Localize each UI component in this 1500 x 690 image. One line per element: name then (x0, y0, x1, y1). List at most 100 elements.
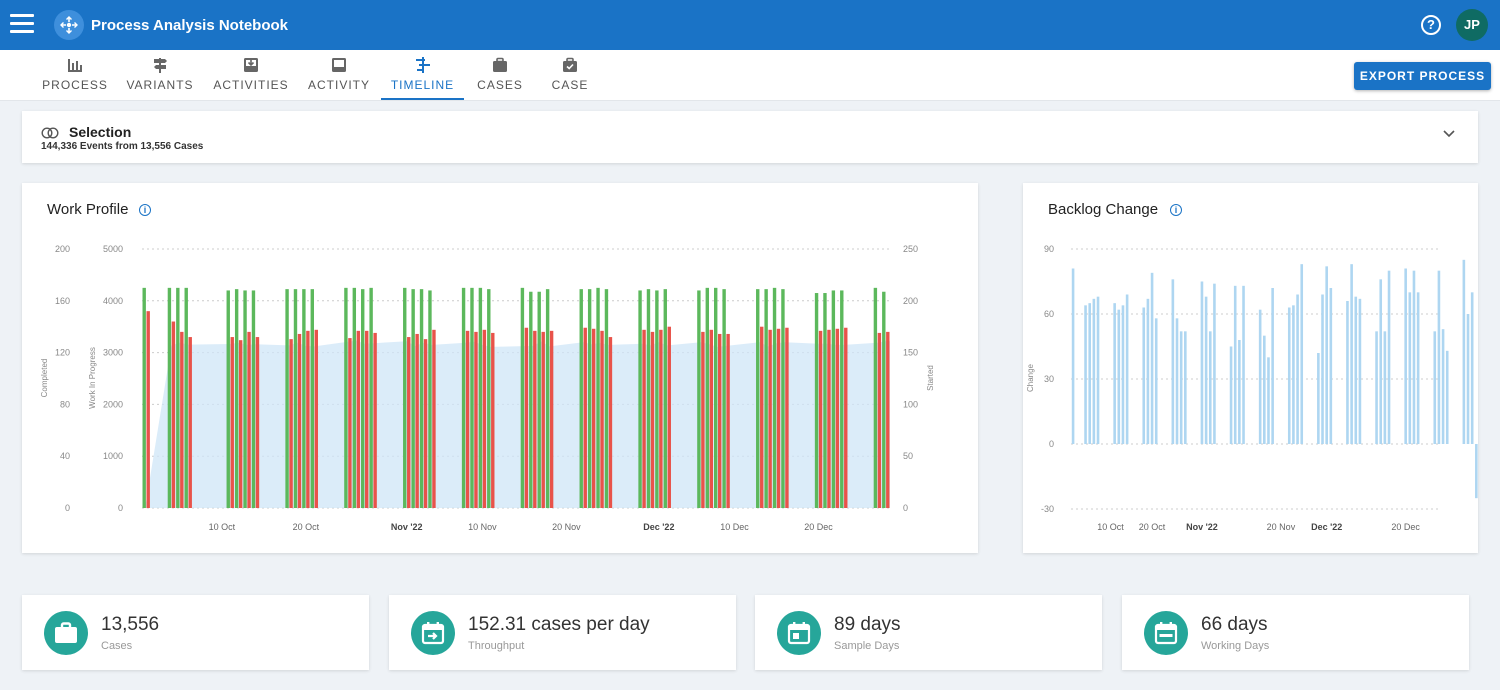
tab-label: TIMELINE (390, 78, 455, 92)
tab-process[interactable]: PROCESS (40, 50, 110, 100)
completed-bar (167, 287, 172, 508)
started-bar (583, 327, 587, 508)
backlog-change-chart: -30 0 30 60 90 Change 10 Oct 20 Oct Nov '22 20 No… (1026, 244, 1478, 532)
completed-bar (596, 287, 600, 508)
selection-title: Selection (69, 124, 132, 140)
started-bar (255, 337, 260, 508)
started-bar (373, 332, 377, 508)
help-icon[interactable]: ? (1421, 15, 1441, 35)
completed-bar (184, 287, 188, 508)
started-tick-label: 0 (903, 503, 908, 513)
completed-bar (529, 291, 533, 508)
backlog-bar (1113, 303, 1116, 444)
completed-bar (714, 287, 718, 508)
tab-cases[interactable]: CASES (474, 50, 526, 100)
backlog-bar (1154, 318, 1158, 444)
backlog-bar (1175, 318, 1179, 444)
started-bar (818, 330, 823, 508)
menu-icon[interactable] (10, 14, 34, 36)
tab-case[interactable]: CASE (546, 50, 594, 100)
backlog-bar (1238, 340, 1241, 444)
started-tick-label: 50 (903, 451, 913, 461)
started-bar (171, 321, 176, 508)
started-bar (877, 332, 882, 508)
completed-bar (411, 289, 415, 508)
stat-value: 89 days (834, 614, 901, 635)
y-tick-label: 90 (1044, 244, 1054, 254)
started-axis-label: Started (926, 365, 935, 391)
completed-bar (697, 290, 701, 508)
started-bar (474, 331, 478, 508)
venn-filter-icon (41, 127, 59, 139)
backlog-bar (1229, 346, 1233, 444)
backlog-bar (1470, 292, 1474, 444)
stat-label: Sample Days (834, 640, 900, 652)
started-bar (768, 329, 772, 508)
completed-bar (142, 287, 146, 508)
x-tick-label: Nov '22 (391, 522, 423, 532)
info-icon[interactable]: i (1170, 204, 1182, 216)
selection-panel[interactable]: Selection 144,336 Events from 13,556 Cas… (22, 111, 1478, 163)
completed-bar (764, 289, 768, 508)
stat-label: Throughput (468, 640, 525, 652)
tab-activities[interactable]: ACTIVITIES (212, 50, 290, 100)
x-tick-label: 20 Dec (1391, 522, 1420, 532)
completed-bar (823, 293, 827, 508)
started-bar (608, 337, 613, 508)
completed-bar (369, 287, 373, 508)
backlog-bar (1408, 292, 1412, 444)
wip-axis-label: Work In Progress (88, 347, 97, 409)
started-bar (306, 330, 310, 508)
completed-bar (352, 287, 357, 508)
completed-bar (781, 289, 785, 508)
x-tick-label: Dec '22 (643, 522, 674, 532)
backlog-bar (1287, 307, 1291, 444)
x-tick-label: 20 Dec (804, 522, 833, 532)
completed-bar (756, 289, 760, 508)
briefcase-check-icon (563, 57, 577, 72)
backlog-change-title: Backlog Change (1048, 201, 1159, 218)
backlog-bar (1200, 281, 1204, 444)
selection-summary: 144,336 Events from 13,556 Cases (41, 141, 204, 152)
export-process-button[interactable]: EXPORT PROCESS (1354, 62, 1491, 90)
user-avatar[interactable]: JP (1456, 9, 1488, 41)
tab-timeline[interactable]: TIMELINE (381, 50, 464, 100)
wip-tick-label: 2000 (103, 399, 123, 409)
backlog-bar (1387, 270, 1391, 444)
stat-value: 66 days (1201, 614, 1268, 635)
timeline-icon (415, 57, 430, 73)
stat-card-throughput: 152.31 cases per day Throughput (389, 595, 736, 670)
started-bar (423, 339, 428, 508)
x-tick-label: 20 Nov (552, 522, 581, 532)
backlog-bar (1150, 272, 1154, 444)
backlog-bar (1092, 298, 1096, 444)
completed-bar (604, 289, 609, 508)
stat-label: Cases (101, 640, 133, 652)
signpost-icon (154, 58, 167, 73)
x-tick-label: 10 Dec (720, 522, 749, 532)
started-bar (600, 330, 604, 508)
tab-bar: PROCESS VARIANTS ACTIVITIES ACTIVITY TIM… (0, 50, 1500, 101)
backlog-bar (1204, 296, 1208, 444)
completed-bar (638, 290, 642, 508)
backlog-bar (1321, 294, 1324, 444)
tab-variants[interactable]: VARIANTS (125, 50, 195, 100)
backlog-bar (1441, 329, 1445, 444)
backlog-bar (1466, 314, 1470, 444)
started-bar (549, 330, 554, 508)
tab-activity[interactable]: ACTIVITY (305, 50, 373, 100)
started-bar (541, 331, 545, 508)
completed-bar (545, 289, 550, 508)
stat-card-cases: 13,556 Cases (22, 595, 369, 670)
completed-bar (537, 291, 541, 508)
started-bar (785, 327, 789, 508)
backlog-bar (1412, 270, 1416, 444)
started-bar (238, 340, 243, 508)
process-logo-icon (54, 10, 84, 40)
chevron-down-icon[interactable] (1443, 130, 1455, 138)
tab-label: CASES (477, 78, 523, 92)
started-bar (348, 338, 352, 508)
info-icon[interactable]: i (139, 204, 151, 216)
started-bar (465, 330, 470, 508)
backlog-bar (1354, 296, 1358, 444)
